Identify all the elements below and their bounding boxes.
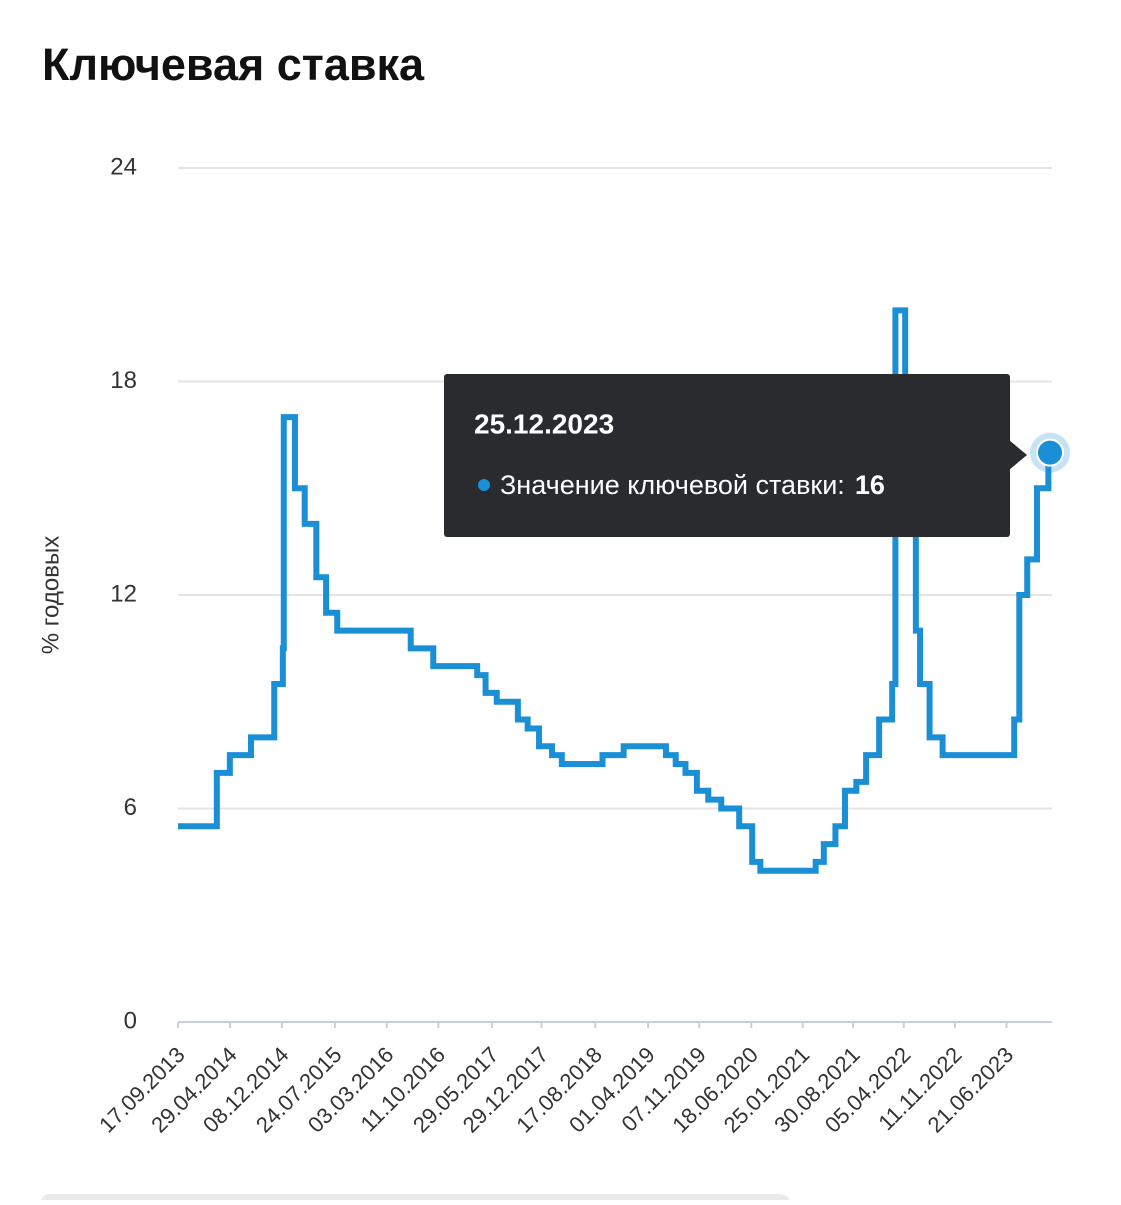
- line-series: [178, 307, 1052, 874]
- y-axis-label: % годовых: [37, 536, 64, 654]
- tooltip-box: [444, 374, 1010, 537]
- y-tick-label: 0: [124, 1007, 137, 1034]
- tooltip-text: Значение ключевой ставки: 16: [500, 470, 885, 500]
- tooltip-series-name: Значение ключевой ставки:: [500, 470, 845, 500]
- tooltip-value: 16: [855, 470, 885, 500]
- y-tick-label: 24: [110, 153, 137, 180]
- y-tick-label: 18: [110, 367, 137, 394]
- bottom-bar: [40, 1194, 790, 1205]
- y-tick-label: 6: [124, 794, 137, 821]
- tooltip-arrow: [1009, 440, 1027, 470]
- highlight-point: [1036, 438, 1064, 467]
- tooltip-date: 25.12.2023: [474, 408, 614, 439]
- tooltip: 25.12.2023 Значение ключевой ставки: 16: [444, 374, 1027, 537]
- tooltip-marker: [478, 479, 490, 491]
- chart-title: Ключевая ставка: [42, 39, 425, 90]
- y-tick-label: 12: [110, 580, 137, 607]
